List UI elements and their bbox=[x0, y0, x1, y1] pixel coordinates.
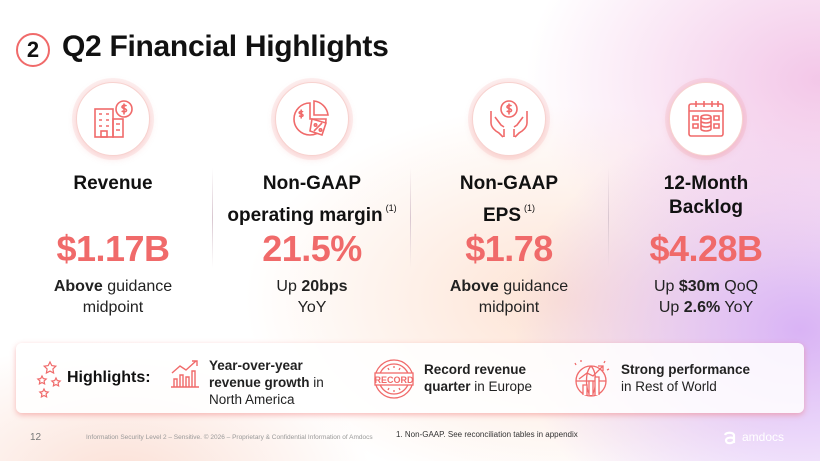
kpi-label: Revenue bbox=[73, 173, 153, 194]
kpi-subtext: Above guidance midpoint bbox=[53, 278, 173, 316]
kpi-operating-margin: Non-GAAP operating margin (1) 21.5% Up 20… bbox=[212, 82, 412, 332]
kpi-subtext: Up $30m QoQ Up 2.6% YoY bbox=[653, 278, 759, 316]
highlight-item: Year-over-year revenue growth in North A… bbox=[169, 357, 324, 408]
column-divider bbox=[608, 168, 609, 268]
footnote: 1. Non-GAAP. See reconciliation tables i… bbox=[396, 430, 578, 439]
kpi-value: $4.28B bbox=[649, 228, 763, 269]
highlight-item: RECORD Record revenue quarter in Europe bbox=[372, 357, 532, 401]
record-stamp-icon: RECORD bbox=[374, 359, 414, 399]
highlight-text: Record revenue quarter in Europe bbox=[424, 362, 533, 394]
stars-icon bbox=[36, 360, 62, 399]
kpi-subtext: Above guidance midpoint bbox=[449, 278, 569, 316]
column-divider bbox=[212, 168, 213, 268]
growth-chart-icon bbox=[171, 360, 199, 388]
highlight-text: Year-over-year revenue growth in North A… bbox=[209, 358, 324, 407]
page-number: 12 bbox=[30, 432, 42, 443]
confidentiality-notice: Information Security Level 2 – Sensitive… bbox=[86, 434, 373, 441]
page-title: Q2 Financial Highlights bbox=[62, 30, 389, 63]
kpi-subtext: Up 20bps YoY bbox=[276, 278, 348, 316]
calendar-database-icon bbox=[669, 82, 743, 156]
kpi-label: Non-GAAP EPS (1) bbox=[459, 173, 559, 226]
kpi-label: 12-Month Backlog bbox=[663, 173, 749, 218]
kpi-revenue: Revenue $1.17B Above guidance midpoint bbox=[13, 82, 213, 332]
kpi-value: 21.5% bbox=[262, 228, 362, 269]
kpi-value: $1.17B bbox=[56, 228, 170, 269]
logo-text: amdocs bbox=[742, 430, 785, 444]
section-number-badge: 2 bbox=[16, 33, 50, 67]
kpi-label: Non-GAAP operating margin (1) bbox=[227, 173, 397, 226]
footnote-marker: (1) bbox=[524, 203, 536, 213]
kpi-value: $1.78 bbox=[465, 228, 553, 269]
highlight-item: Strong performance in Rest of World bbox=[569, 357, 750, 401]
building-dollar-icon bbox=[76, 82, 150, 156]
highlights-title: Highlights: bbox=[67, 369, 151, 386]
kpi-eps: Non-GAAP EPS (1) $1.78 Above guidance mid… bbox=[409, 82, 609, 332]
highlight-text: Strong performance in Rest of World bbox=[621, 362, 751, 394]
kpi-backlog: 12-Month Backlog $4.28B Up $30m QoQ Up 2… bbox=[606, 82, 806, 332]
highlights-panel: Highlights: Year-over-year revenue growt… bbox=[16, 343, 804, 413]
svg-text:RECORD: RECORD bbox=[374, 375, 414, 385]
column-divider bbox=[410, 168, 411, 268]
pie-percent-icon bbox=[275, 82, 349, 156]
amdocs-logo-mark bbox=[723, 431, 736, 445]
amdocs-logo: amdocs bbox=[722, 429, 784, 445]
footnote-marker: (1) bbox=[385, 203, 397, 213]
hands-dollar-icon bbox=[472, 82, 546, 156]
globe-growth-icon bbox=[574, 360, 610, 397]
